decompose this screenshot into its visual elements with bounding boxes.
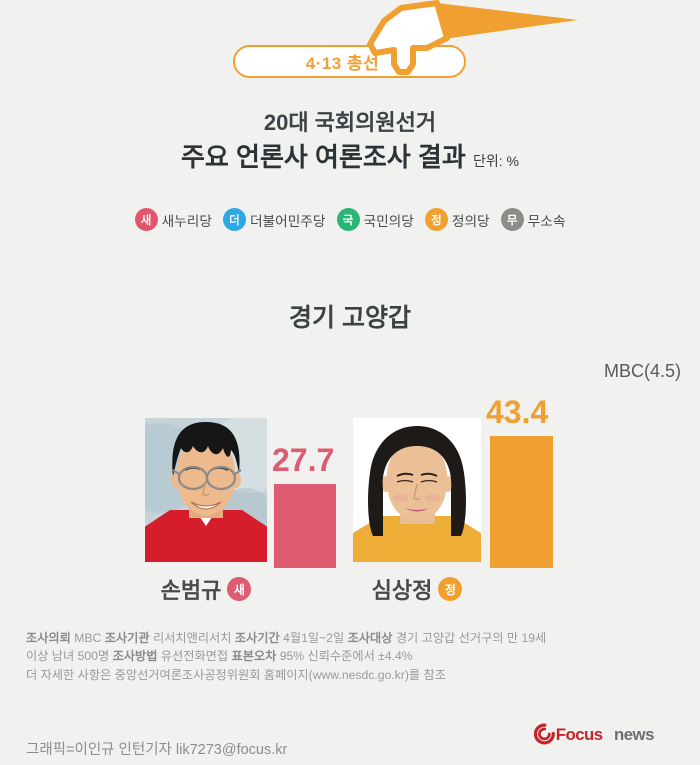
svg-text:news: news [614, 725, 654, 744]
svg-text:Focus: Focus [556, 725, 603, 744]
